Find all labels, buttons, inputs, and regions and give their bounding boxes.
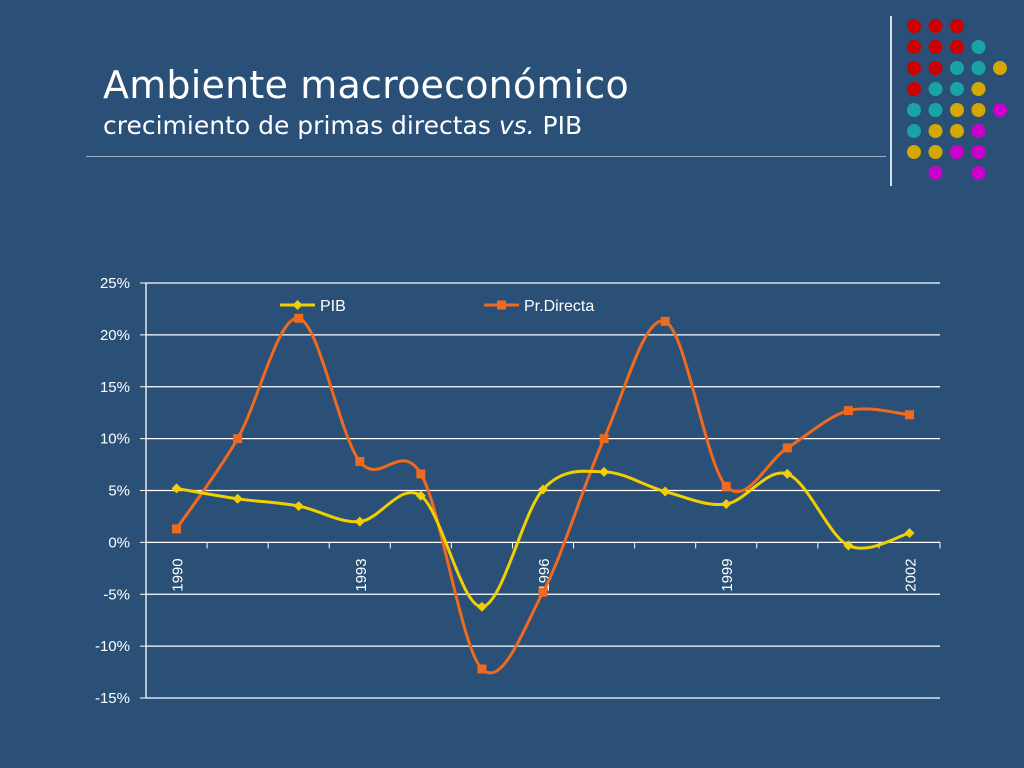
- decorative-dot-grid: [907, 19, 1007, 180]
- decorative-dot: [950, 61, 964, 75]
- decorative-dot: [907, 19, 921, 33]
- legend-marker: [292, 300, 303, 310]
- decorative-dot: [907, 124, 921, 138]
- decorative-dot: [907, 103, 921, 117]
- decorative-dot: [971, 145, 986, 159]
- legend-marker: [497, 300, 506, 310]
- y-tick-label: 5%: [108, 483, 130, 500]
- decorative-dot: [971, 61, 986, 75]
- decorative-dot: [928, 124, 943, 138]
- data-point-pib: [171, 483, 182, 494]
- decorative-dot: [971, 40, 986, 54]
- data-point-pr-directa: [721, 481, 731, 491]
- decorative-dot: [928, 145, 943, 159]
- x-tick-label: 2002: [902, 558, 919, 591]
- data-point-pib: [660, 486, 671, 497]
- decorative-dot: [950, 124, 964, 138]
- title-divider-line: [86, 156, 886, 157]
- data-point-pr-directa: [294, 313, 304, 323]
- y-tick-label: 10%: [100, 431, 130, 448]
- decorative-dot: [971, 103, 986, 117]
- series-line-pr-directa: [175, 316, 910, 675]
- data-point-pr-directa: [416, 469, 426, 479]
- decorative-dot: [928, 40, 943, 54]
- data-point-pib: [904, 528, 915, 539]
- data-point-pib: [232, 493, 243, 504]
- slide-subtitle-text: crecimiento de primas directas: [103, 111, 499, 140]
- y-tick-label: 25%: [100, 275, 130, 292]
- decorative-dot: [993, 103, 1007, 117]
- data-point-pib: [354, 516, 365, 527]
- slide-subtitle-pib: PIB: [534, 111, 583, 140]
- data-point-pib: [538, 484, 548, 495]
- data-point-pib: [293, 501, 304, 512]
- data-point-pib: [843, 540, 854, 551]
- data-point-pib: [599, 466, 610, 477]
- decorative-dot: [907, 40, 921, 54]
- decorative-dot: [907, 145, 921, 159]
- decorative-dot: [950, 145, 964, 159]
- y-tick-label: 15%: [100, 379, 130, 396]
- data-point-pr-directa: [172, 524, 182, 534]
- x-tick-label: 1990: [170, 558, 187, 591]
- data-point-pib: [476, 601, 487, 612]
- data-point-pib: [415, 490, 426, 501]
- decorative-dot: [928, 166, 943, 180]
- decorative-dot: [950, 103, 964, 117]
- data-point-pr-directa: [843, 406, 853, 416]
- y-tick-label: -15%: [95, 690, 130, 707]
- data-point-pr-directa: [477, 664, 487, 674]
- data-point-pr-directa: [904, 410, 914, 420]
- y-tick-label: -10%: [95, 638, 130, 655]
- decorative-dot: [971, 82, 986, 96]
- decorative-dot: [907, 82, 921, 96]
- decorative-dot: [907, 61, 921, 75]
- legend-label: Pr.Directa: [524, 298, 594, 315]
- decorative-dot: [971, 166, 986, 180]
- y-tick-label: -5%: [103, 586, 130, 603]
- decorative-dot: [928, 82, 943, 96]
- decorative-dot: [928, 103, 943, 117]
- slide-title-block: Ambiente macroeconómico crecimiento de p…: [103, 62, 629, 142]
- data-point-pib: [782, 468, 793, 479]
- legend-label: PIB: [320, 298, 346, 315]
- decorative-dot: [950, 82, 964, 96]
- data-point-pr-directa: [599, 434, 609, 444]
- y-tick-label: 20%: [100, 327, 130, 344]
- decorative-dot: [950, 40, 964, 54]
- decorative-dot: [950, 19, 964, 33]
- vertical-divider-line: [890, 16, 892, 186]
- decorative-dot: [928, 61, 943, 75]
- decorative-dot: [971, 124, 986, 138]
- slide-subtitle-vs: vs.: [498, 111, 535, 140]
- slide-title: Ambiente macroeconómico: [103, 63, 629, 107]
- data-point-pr-directa: [782, 443, 792, 453]
- data-point-pr-directa: [355, 456, 365, 466]
- x-tick-label: 1993: [353, 558, 370, 591]
- data-point-pr-directa: [538, 587, 548, 597]
- decorative-dot: [928, 19, 943, 33]
- data-point-pr-directa: [233, 434, 243, 444]
- x-tick-label: 1999: [719, 558, 736, 591]
- data-point-pr-directa: [660, 316, 670, 326]
- decorative-dot: [993, 61, 1007, 75]
- data-point-pib: [721, 498, 732, 509]
- y-tick-label: 0%: [108, 534, 130, 551]
- slide-subtitle: crecimiento de primas directas vs. PIB: [103, 110, 629, 142]
